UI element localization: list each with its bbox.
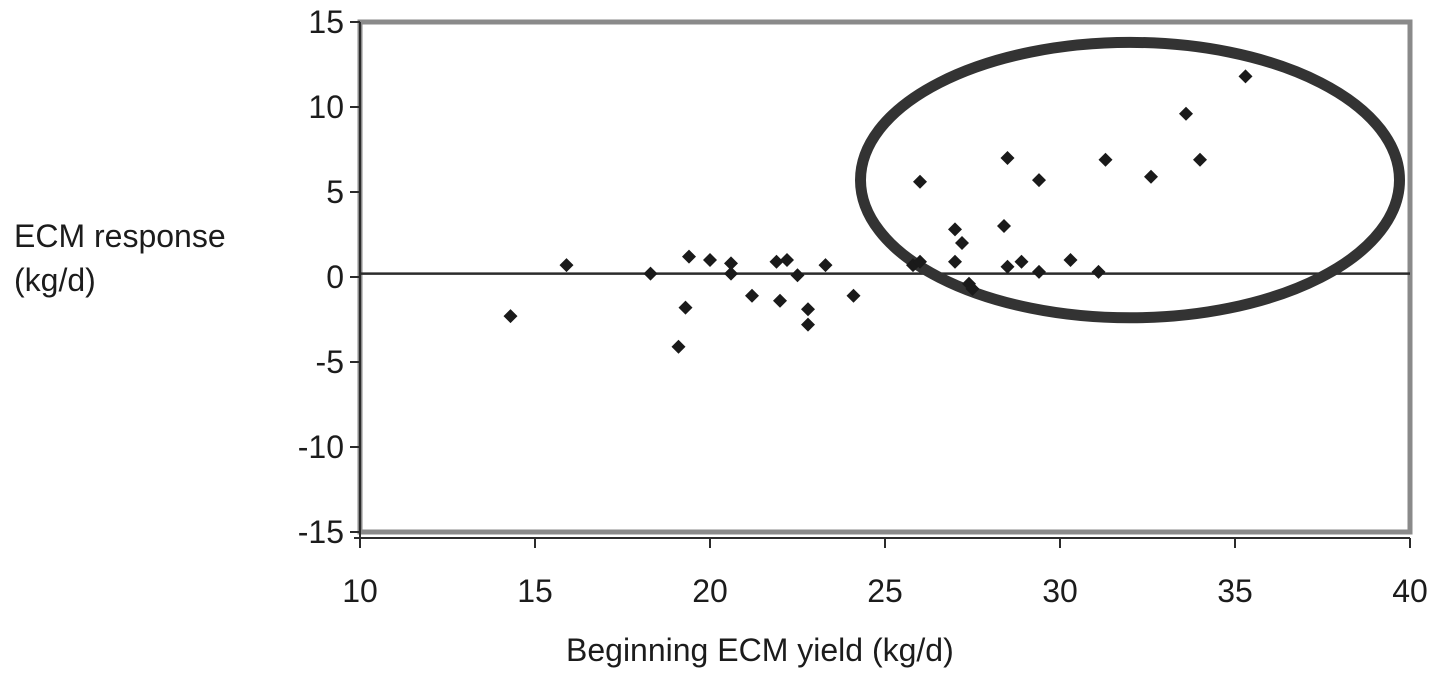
data-point [790,268,805,283]
plot-frame [357,19,1413,535]
data-point [678,300,693,315]
data-point [1063,253,1078,267]
data-point [1000,259,1015,274]
x-axis-label: Beginning ECM yield (kg/d) [566,632,954,668]
y-tick-label: -15 [298,514,344,550]
x-tick-label: 15 [517,573,553,609]
y-axis-label-line-2: (kg/d) [14,262,96,298]
data-point [503,309,518,324]
data-point [1144,169,1158,184]
data-point [1091,264,1106,279]
data-point [1098,152,1113,167]
y-tick-label: 15 [308,4,344,40]
y-tick-label: 10 [308,89,344,125]
data-point [801,317,815,332]
data-point [801,302,815,317]
data-point [745,288,759,303]
data-point [955,236,969,250]
y-axis-label: ECM response (kg/d) [14,214,226,302]
data-point [724,266,738,281]
data-point [913,174,927,189]
data-point [913,254,927,269]
data-point [1032,173,1046,188]
x-tick-label: 25 [867,573,903,609]
data-point [1000,151,1015,165]
y-axis-label-line-1: ECM response [14,218,226,254]
x-tick-label: 35 [1217,573,1253,609]
data-point [818,258,833,273]
data-point [724,256,738,271]
data-point [997,219,1011,233]
data-point [1179,106,1193,121]
data-point [1193,152,1207,167]
x-tick-label: 20 [692,573,728,609]
data-point [682,249,696,264]
highlight-ellipse [855,36,1405,324]
data-point [846,288,861,303]
x-tick-label: 30 [1042,573,1078,609]
x-tick-label: 40 [1392,573,1428,609]
x-tick-label: 10 [342,573,378,609]
y-tick-label: 0 [326,259,344,295]
y-tick-label: -5 [316,344,344,380]
data-point [1238,69,1253,84]
data-point [559,258,574,273]
y-tick-label: -10 [298,429,344,465]
data-point [1032,264,1046,279]
data-point [965,281,980,296]
data-point [948,254,962,269]
data-point [780,253,794,267]
data-point [703,253,717,267]
data-point [1014,254,1029,269]
data-point [948,222,962,237]
data-point [773,293,787,308]
data-point [671,339,686,354]
data-point [769,254,784,269]
data-point [643,266,658,281]
y-tick-label: 5 [326,174,344,210]
